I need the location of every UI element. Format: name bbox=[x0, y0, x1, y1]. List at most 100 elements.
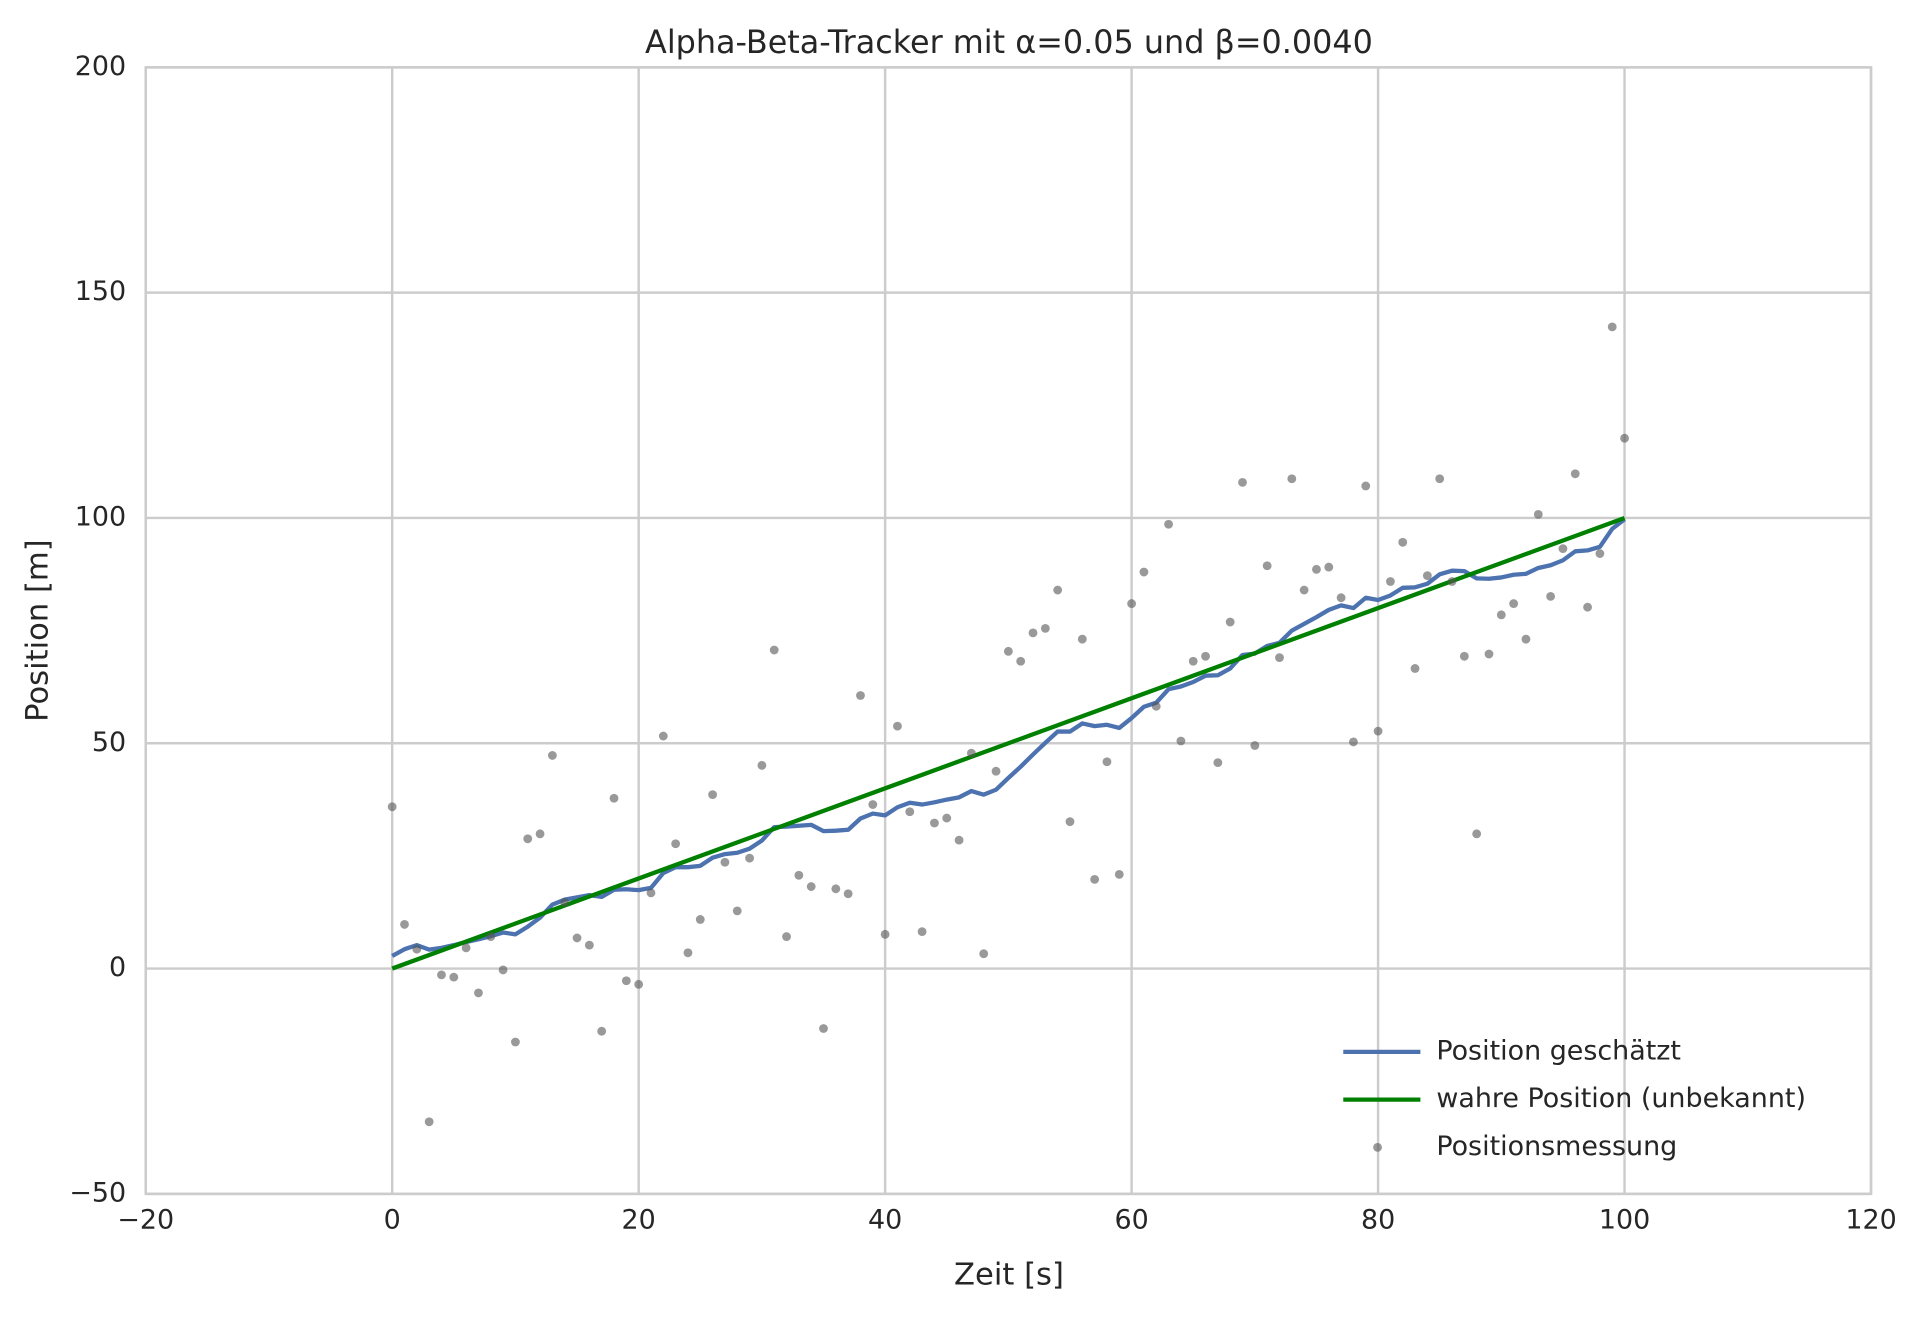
measurement-point bbox=[1533, 509, 1543, 519]
measurement-point bbox=[1472, 829, 1482, 839]
measurement-point bbox=[1361, 481, 1371, 491]
measurement-point bbox=[1201, 651, 1210, 661]
measurement-point bbox=[1090, 874, 1100, 884]
measurement-point bbox=[954, 835, 964, 845]
measurement-point bbox=[658, 731, 668, 741]
chart-title: Alpha-Beta-Tracker mit α=0.05 und β=0.00… bbox=[645, 23, 1373, 61]
measurement-point bbox=[794, 870, 804, 880]
measurement-point bbox=[461, 943, 471, 953]
measurement-point bbox=[572, 933, 582, 943]
measurement-point bbox=[1040, 623, 1050, 633]
measurement-point bbox=[720, 857, 730, 867]
measurement-point bbox=[1595, 549, 1605, 558]
measurement-point bbox=[1077, 634, 1087, 644]
measurement-point bbox=[1583, 602, 1592, 612]
measurement-point bbox=[609, 793, 619, 803]
measurement-point bbox=[917, 927, 927, 937]
measurement-point bbox=[1459, 651, 1469, 661]
measurement-point bbox=[893, 721, 902, 731]
measurement-point bbox=[1275, 653, 1284, 663]
y-tick-label: 200 bbox=[75, 51, 126, 82]
measurement-point bbox=[843, 889, 853, 899]
measurement-point bbox=[437, 970, 446, 980]
measurement-point bbox=[671, 839, 681, 849]
measurement-point bbox=[732, 906, 742, 916]
legend-label: wahre Position (unbekannt) bbox=[1436, 1083, 1806, 1114]
measurement-point bbox=[1521, 634, 1531, 644]
measurement-point bbox=[1484, 649, 1494, 659]
y-tick-label: 0 bbox=[109, 952, 126, 983]
measurement-point bbox=[449, 972, 459, 982]
measurement-point bbox=[782, 932, 791, 941]
measurement-point bbox=[868, 800, 878, 809]
measurement-point bbox=[1065, 817, 1075, 827]
measurement-point bbox=[991, 766, 1001, 776]
y-axis-label: Position [m] bbox=[21, 539, 56, 722]
measurement-point bbox=[1410, 664, 1420, 673]
measurement-point bbox=[1114, 869, 1124, 879]
x-tick-label: 0 bbox=[384, 1204, 401, 1235]
measurement-point bbox=[1422, 571, 1432, 581]
measurement-point bbox=[856, 691, 865, 700]
measurement-point bbox=[400, 920, 409, 929]
measurement-point bbox=[1349, 737, 1358, 747]
measurement-point bbox=[1435, 474, 1445, 484]
measurement-point bbox=[634, 979, 644, 989]
x-tick-label: 20 bbox=[622, 1204, 656, 1235]
measurement-point bbox=[1238, 477, 1247, 487]
series-line bbox=[391, 515, 1626, 971]
measurement-point bbox=[1546, 591, 1556, 601]
measurement-point bbox=[474, 988, 483, 998]
measurement-point bbox=[1398, 537, 1408, 547]
measurement-point bbox=[966, 748, 976, 758]
measurement-point bbox=[1016, 656, 1026, 666]
measurement-point bbox=[560, 897, 570, 907]
measurement-point bbox=[1176, 736, 1186, 746]
measurement-point bbox=[930, 818, 939, 828]
measurement-point bbox=[1447, 577, 1457, 586]
measurement-point bbox=[1385, 577, 1395, 586]
measurement-point bbox=[1250, 741, 1260, 750]
measurement-point bbox=[1324, 562, 1334, 572]
measurement-point bbox=[1164, 519, 1173, 529]
measurement-point bbox=[387, 802, 397, 812]
legend-marker bbox=[1373, 1142, 1382, 1152]
measurement-point bbox=[683, 948, 693, 958]
measurement-point bbox=[584, 940, 594, 950]
measurement-point bbox=[695, 915, 705, 924]
y-tick-label: 100 bbox=[75, 501, 126, 532]
plot-frame bbox=[144, 66, 1873, 1196]
measurement-point bbox=[1607, 322, 1617, 332]
measurement-point bbox=[979, 949, 989, 959]
measurement-point bbox=[880, 929, 890, 939]
measurement-point bbox=[1188, 656, 1198, 666]
measurement-point bbox=[757, 760, 767, 770]
x-tick-label: 80 bbox=[1361, 1204, 1395, 1235]
measurement-point bbox=[1299, 585, 1309, 595]
measurement-point bbox=[1003, 646, 1013, 656]
measurement-point bbox=[819, 1024, 828, 1033]
measurement-point bbox=[1127, 599, 1137, 608]
measurement-point bbox=[745, 853, 754, 863]
x-axis-label: Zeit [s] bbox=[954, 1257, 1064, 1292]
measurement-point bbox=[1053, 585, 1063, 595]
measurement-point bbox=[412, 944, 422, 954]
y-tick-label: −50 bbox=[69, 1177, 126, 1208]
measurement-point bbox=[646, 888, 656, 898]
measurement-point bbox=[708, 790, 718, 800]
measurement-point bbox=[535, 829, 545, 839]
measurement-point bbox=[1151, 701, 1161, 711]
measurement-point bbox=[1312, 564, 1321, 574]
measurement-point bbox=[1509, 599, 1519, 608]
measurement-point bbox=[1558, 544, 1568, 554]
measurement-point bbox=[511, 1037, 520, 1047]
legend-label: Position geschätzt bbox=[1436, 1035, 1681, 1066]
measurement-point bbox=[1139, 567, 1149, 577]
x-tick-label: 40 bbox=[868, 1204, 902, 1235]
measurement-point bbox=[597, 1026, 607, 1036]
x-tick-label: 60 bbox=[1114, 1204, 1148, 1235]
series-line bbox=[391, 517, 1626, 958]
measurement-point bbox=[1262, 561, 1272, 571]
measurement-point bbox=[498, 965, 508, 975]
